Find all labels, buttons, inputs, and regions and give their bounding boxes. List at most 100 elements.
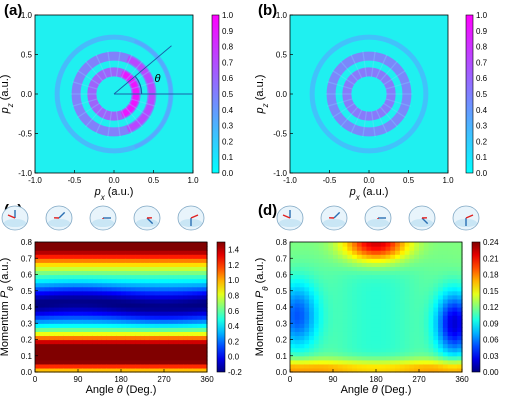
heatmap-cell: [442, 250, 449, 255]
heatmap-cell: [121, 319, 127, 324]
y-tick-label: 0.1: [21, 352, 33, 361]
heatmap-cell: [423, 351, 430, 357]
heatmap-cell: [328, 258, 334, 263]
heatmap-cell: [111, 319, 117, 324]
heatmap-cell: [376, 278, 382, 284]
heatmap-cell: [385, 294, 391, 300]
heatmap-cell: [395, 290, 401, 296]
panel-a-label: (a): [4, 2, 23, 19]
heatmap-cell: [309, 335, 315, 341]
colorbar-tick-label: 0.1: [222, 153, 234, 162]
heatmap-cell: [356, 290, 363, 296]
heatmap-cell: [82, 290, 89, 296]
heatmap-cell: [125, 246, 132, 251]
heatmap-cell: [356, 270, 363, 276]
heatmap-cell: [187, 347, 194, 353]
heatmap-cell: [414, 246, 420, 251]
heatmap-cell: [380, 258, 387, 263]
heatmap-cell: [333, 250, 339, 255]
heatmap-cell: [414, 254, 420, 259]
heatmap-cell: [149, 266, 156, 272]
heatmap-cell: [63, 274, 70, 280]
heatmap-cell: [409, 331, 415, 337]
heatmap-cell: [380, 246, 387, 251]
heatmap-cell: [164, 278, 170, 284]
heatmap-cell: [323, 250, 329, 255]
heatmap-cell: [452, 282, 458, 288]
heatmap-cell: [82, 351, 89, 357]
heatmap-cell: [433, 258, 439, 263]
heatmap-cell: [438, 347, 444, 353]
heatmap-cell: [111, 363, 117, 369]
x-tick-label: 360: [200, 375, 214, 384]
heatmap-cell: [140, 266, 146, 272]
heatmap-cell: [125, 359, 132, 365]
heatmap-cell: [428, 307, 434, 312]
heatmap-cell: [183, 315, 189, 320]
heatmap-cell: [173, 323, 179, 328]
heatmap-cell: [452, 250, 458, 255]
heatmap-cell: [168, 335, 175, 341]
heatmap-cell: [63, 347, 70, 353]
heatmap-cell: [328, 298, 334, 304]
colorbar-tick-label: 0.5: [222, 90, 234, 99]
heatmap-cell: [371, 302, 377, 308]
heatmap-cell: [149, 315, 156, 320]
heatmap-cell: [121, 242, 127, 247]
heatmap-cell: [328, 246, 334, 251]
heatmap-cell: [371, 298, 377, 304]
heatmap-cell: [290, 319, 296, 324]
heatmap-cell: [97, 294, 103, 300]
heatmap-cell: [452, 246, 458, 251]
heatmap-cell: [395, 347, 401, 353]
heatmap-cell: [290, 258, 296, 263]
heatmap-cell: [457, 282, 463, 288]
heatmap-cell: [390, 367, 396, 373]
heatmap-cell: [144, 315, 151, 320]
heatmap-cell: [399, 246, 406, 251]
heatmap-cell: [409, 302, 415, 308]
heatmap-cell: [202, 339, 208, 345]
colorbar-c: [216, 241, 226, 373]
heatmap-cell: [49, 307, 55, 312]
heatmap-cell: [385, 302, 391, 308]
heatmap-cell: [438, 294, 444, 300]
heatmap-cell: [82, 331, 89, 337]
heatmap-cell: [457, 327, 463, 332]
heatmap-cell: [173, 250, 179, 255]
heatmap-cell: [82, 254, 89, 259]
heatmap-cell: [318, 351, 325, 357]
heatmap-cell: [144, 319, 151, 324]
heatmap-cell: [309, 266, 315, 272]
heatmap-cell: [78, 339, 84, 345]
heatmap-cell: [154, 274, 160, 280]
heatmap-cell: [433, 331, 439, 337]
heatmap-cell: [187, 363, 194, 369]
heatmap-cell: [356, 294, 363, 300]
heatmap-cell: [342, 254, 348, 259]
heatmap-cell: [197, 355, 203, 361]
heatmap-cell: [380, 307, 387, 312]
heatmap-cell: [92, 351, 98, 357]
heatmap-cell: [121, 294, 127, 300]
heatmap-cell: [366, 262, 372, 267]
heatmap-cell: [328, 294, 334, 300]
colorbar-tick-label: 0.8: [228, 292, 240, 301]
heatmap-cell: [183, 367, 189, 373]
heatmap-cell: [342, 351, 348, 357]
heatmap-cell: [333, 343, 339, 349]
heatmap-cell: [457, 246, 463, 251]
heatmap-cell: [49, 286, 55, 292]
heatmap-cell: [414, 258, 420, 263]
heatmap-cell: [159, 367, 165, 373]
heatmap-cell: [39, 327, 46, 332]
heatmap-cell: [409, 254, 415, 259]
heatmap-cell: [304, 302, 310, 308]
heatmap-cell: [178, 351, 184, 357]
heatmap-cell: [140, 302, 146, 308]
heatmap-cell: [87, 242, 93, 247]
heatmap-cell: [333, 274, 339, 280]
heatmap-cell: [49, 347, 55, 353]
heatmap-cell: [149, 363, 156, 369]
heatmap-cell: [366, 290, 372, 296]
